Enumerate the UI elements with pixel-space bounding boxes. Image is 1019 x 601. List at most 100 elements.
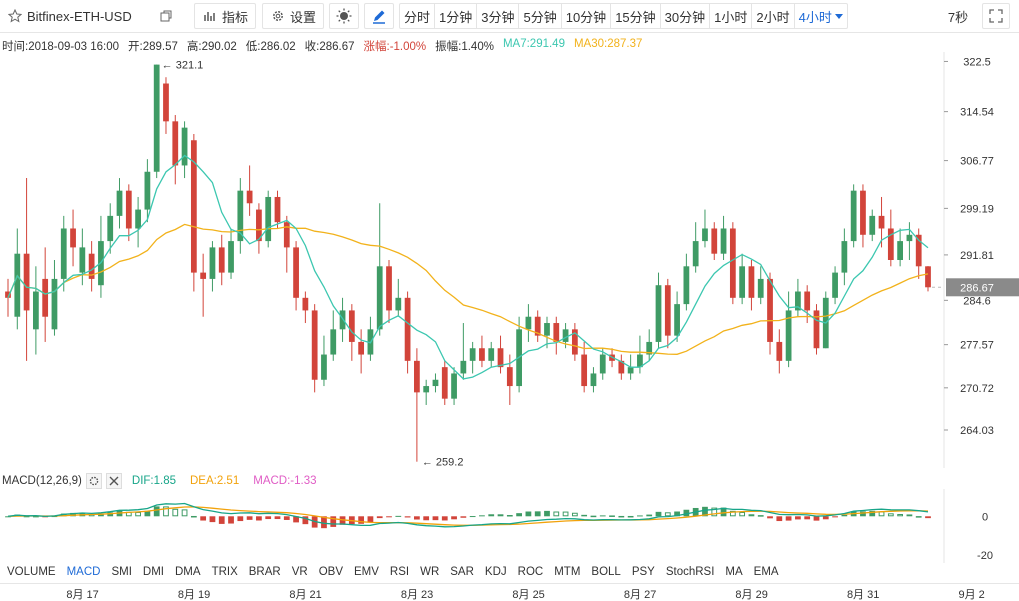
candle[interactable]	[135, 196, 141, 248]
candle[interactable]	[432, 373, 439, 393]
indicator-tab-macd[interactable]: MACD	[66, 566, 101, 578]
candle[interactable]	[618, 354, 625, 380]
candle[interactable]	[395, 278, 402, 317]
indicator-tab-kdj[interactable]: KDJ	[484, 566, 507, 578]
candle[interactable]	[60, 215, 67, 292]
settings-button[interactable]: 设置	[262, 3, 324, 29]
candle[interactable]	[451, 367, 457, 405]
candle[interactable]	[107, 203, 114, 254]
candle[interactable]	[757, 266, 764, 305]
candle[interactable]	[237, 178, 244, 254]
candle[interactable]	[878, 196, 885, 248]
candle[interactable]	[674, 291, 680, 342]
candle[interactable]	[339, 297, 346, 342]
interval-9[interactable]: 4小时	[795, 4, 847, 28]
candle[interactable]	[386, 260, 392, 324]
candle[interactable]	[711, 222, 718, 260]
indicator-tab-dmi[interactable]: DMI	[142, 566, 164, 578]
candle[interactable]	[283, 215, 290, 273]
candle[interactable]	[822, 291, 829, 349]
candle[interactable]	[692, 222, 699, 273]
theme-toggle[interactable]	[329, 3, 359, 29]
indicator-tab-rsi[interactable]: RSI	[389, 566, 410, 578]
interval-6[interactable]: 30分钟	[661, 4, 711, 28]
indicator-tab-obv[interactable]: OBV	[318, 566, 343, 578]
candle[interactable]	[116, 178, 123, 229]
draw-tool-button[interactable]	[364, 3, 394, 29]
candle[interactable]	[70, 209, 76, 267]
candle[interactable]	[14, 228, 21, 330]
candle[interactable]	[655, 272, 662, 349]
macd-settings-icon[interactable]	[85, 473, 102, 489]
interval-1[interactable]: 1分钟	[435, 4, 478, 28]
candle[interactable]	[125, 184, 132, 242]
candle[interactable]	[739, 253, 746, 305]
candle[interactable]	[590, 367, 597, 393]
candle[interactable]	[181, 121, 188, 179]
interval-2[interactable]: 3分钟	[477, 4, 520, 28]
candle[interactable]	[925, 266, 931, 292]
candle[interactable]	[32, 266, 39, 355]
candle[interactable]	[479, 335, 485, 368]
candle[interactable]	[776, 329, 783, 374]
indicator-tab-volume[interactable]: VOLUME	[7, 566, 56, 578]
candle[interactable]	[832, 266, 838, 305]
interval-5[interactable]: 15分钟	[611, 4, 661, 28]
candle[interactable]	[79, 228, 86, 286]
candle[interactable]	[163, 77, 169, 134]
candle[interactable]	[358, 329, 365, 374]
fullscreen-button[interactable]	[982, 3, 1010, 29]
interval-7[interactable]: 1小时	[710, 4, 753, 28]
candle[interactable]	[256, 203, 262, 254]
candle[interactable]	[246, 165, 253, 216]
candle[interactable]	[869, 209, 876, 242]
indicator-tab-ma[interactable]: MA	[725, 566, 743, 578]
candle[interactable]	[683, 253, 690, 311]
candle[interactable]	[841, 228, 848, 286]
candle[interactable]	[228, 228, 234, 279]
candle[interactable]	[785, 291, 792, 368]
copy-icon[interactable]	[158, 8, 174, 24]
candle[interactable]	[534, 310, 541, 342]
candle[interactable]	[423, 379, 430, 405]
interval-3[interactable]: 5分钟	[519, 4, 562, 28]
candle[interactable]	[144, 159, 151, 223]
candle[interactable]	[850, 184, 857, 248]
indicator-tab-brar[interactable]: BRAR	[248, 566, 281, 578]
candle[interactable]	[897, 228, 904, 267]
candle[interactable]	[5, 278, 11, 317]
candle[interactable]	[88, 241, 95, 292]
candlestick-chart[interactable]: 322.5 314.54 306.77 299.19 291.81 284.6 277.57…	[0, 52, 1019, 468]
candle[interactable]	[516, 316, 522, 393]
candle[interactable]	[469, 341, 476, 374]
candle[interactable]	[488, 341, 495, 368]
candle[interactable]	[813, 304, 820, 355]
candle[interactable]	[153, 64, 160, 179]
candle[interactable]	[599, 348, 606, 380]
candle[interactable]	[404, 291, 411, 374]
candle[interactable]	[497, 335, 504, 374]
candle[interactable]	[218, 234, 225, 286]
candle[interactable]	[293, 241, 299, 311]
candle[interactable]	[302, 291, 309, 324]
candle[interactable]	[646, 329, 653, 361]
candle[interactable]	[525, 304, 532, 342]
candle[interactable]	[190, 133, 197, 292]
macd-close-icon[interactable]	[105, 473, 122, 489]
indicator-tab-wr[interactable]: WR	[420, 566, 440, 578]
candle[interactable]	[265, 190, 272, 248]
indicator-tab-ema[interactable]: EMA	[753, 566, 779, 578]
candle[interactable]	[209, 241, 216, 292]
symbol-selector[interactable]: Bitfinex-ETH-USD	[6, 3, 186, 29]
candle[interactable]	[200, 253, 207, 317]
indicator-tab-mtm[interactable]: MTM	[554, 566, 581, 578]
candle[interactable]	[702, 209, 708, 248]
candle[interactable]	[321, 335, 327, 387]
indicator-tab-boll[interactable]: BOLL	[591, 566, 621, 578]
indicator-tab-roc[interactable]: ROC	[517, 566, 544, 578]
candle[interactable]	[664, 278, 671, 349]
candle[interactable]	[767, 272, 773, 355]
candle[interactable]	[414, 348, 420, 462]
candle[interactable]	[23, 178, 30, 361]
candle[interactable]	[571, 323, 578, 361]
